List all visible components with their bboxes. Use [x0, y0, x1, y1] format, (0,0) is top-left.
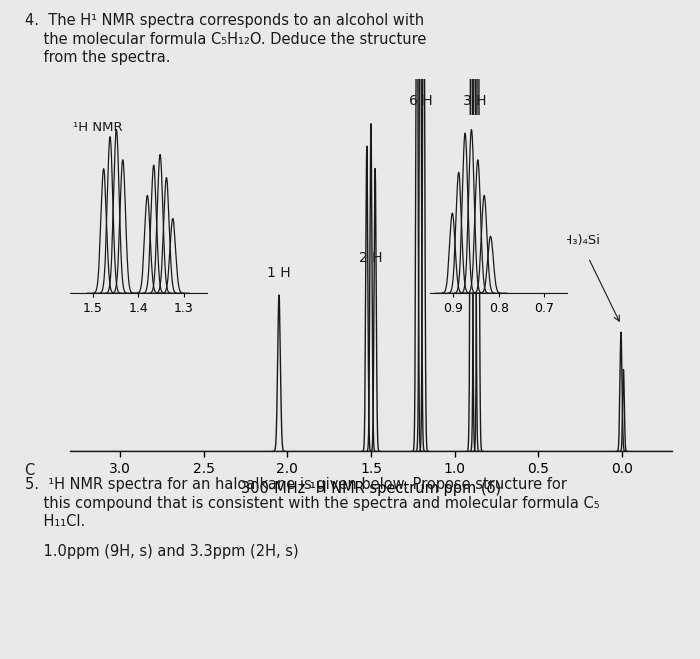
Text: 1 H: 1 H	[267, 266, 290, 280]
X-axis label: 300-MHz ¹H NMR spectrum ppm (δ): 300-MHz ¹H NMR spectrum ppm (δ)	[241, 481, 501, 496]
Text: 2 H: 2 H	[359, 251, 383, 266]
Text: 3 H: 3 H	[463, 94, 486, 108]
Text: 5.  ¹H NMR spectra for an haloalkane is given below. Propose structure for: 5. ¹H NMR spectra for an haloalkane is g…	[25, 477, 566, 492]
Text: the molecular formula C₅H₁₂O. Deduce the structure: the molecular formula C₅H₁₂O. Deduce the…	[25, 32, 426, 47]
Text: 4.  The H¹ NMR spectra corresponds to an alcohol with: 4. The H¹ NMR spectra corresponds to an …	[25, 13, 423, 28]
Text: from the spectra.: from the spectra.	[25, 50, 170, 65]
Text: 1.0ppm (9H, s) and 3.3ppm (2H, s): 1.0ppm (9H, s) and 3.3ppm (2H, s)	[25, 544, 298, 559]
Text: 6 H: 6 H	[409, 94, 432, 108]
Text: this compound that is consistent with the spectra and molecular formula C₅: this compound that is consistent with th…	[25, 496, 599, 511]
Text: (CH₃)₄Si: (CH₃)₄Si	[549, 234, 601, 246]
Text: ¹H NMR: ¹H NMR	[73, 121, 122, 134]
Text: H₁₁Cl.: H₁₁Cl.	[25, 514, 85, 529]
Text: C: C	[25, 463, 35, 478]
